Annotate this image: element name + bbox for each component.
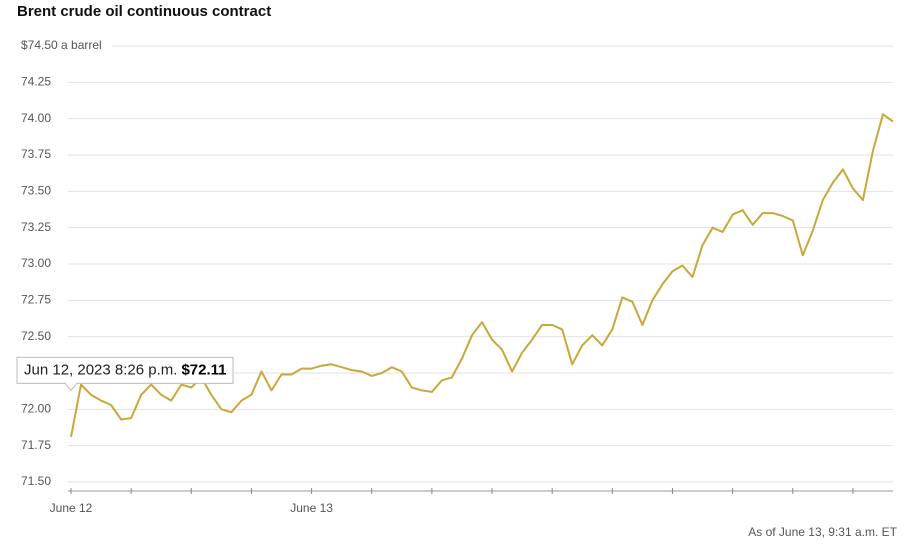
tooltip-pointer [64, 383, 78, 392]
y-tick-label: 73.25 [21, 220, 51, 234]
price-line [70, 113, 894, 438]
y-tick-label: 71.75 [21, 438, 51, 452]
tooltip-box [16, 356, 234, 384]
y-tick-label: 72.50 [21, 329, 51, 343]
tooltip-text: Jun 12, 2023 8:26 p.m. [24, 361, 177, 378]
tooltip: Jun 12, 2023 8:26 p.m. $72.11 [16, 356, 234, 392]
y-tick-label: 72.75 [21, 293, 51, 307]
x-tick-label: June 13 [290, 501, 333, 515]
tooltip-value: $72.11 [181, 361, 226, 378]
chart-title: Brent crude oil continuous contract [17, 3, 271, 20]
y-tick-label: 72.00 [21, 402, 51, 416]
y-tick-label: 73.75 [21, 147, 51, 161]
y-tick-label: 74.00 [21, 111, 51, 125]
x-tick-label: June 12 [50, 501, 93, 515]
y-tick-label: $74.50 a barrel [21, 38, 102, 52]
y-tick-label: 73.50 [21, 184, 51, 198]
y-tick-label: 73.00 [21, 256, 51, 270]
footnote: As of June 13, 9:31 a.m. ET [748, 525, 897, 539]
y-tick-label: 71.50 [21, 474, 51, 488]
y-tick-label: 74.25 [21, 75, 51, 89]
